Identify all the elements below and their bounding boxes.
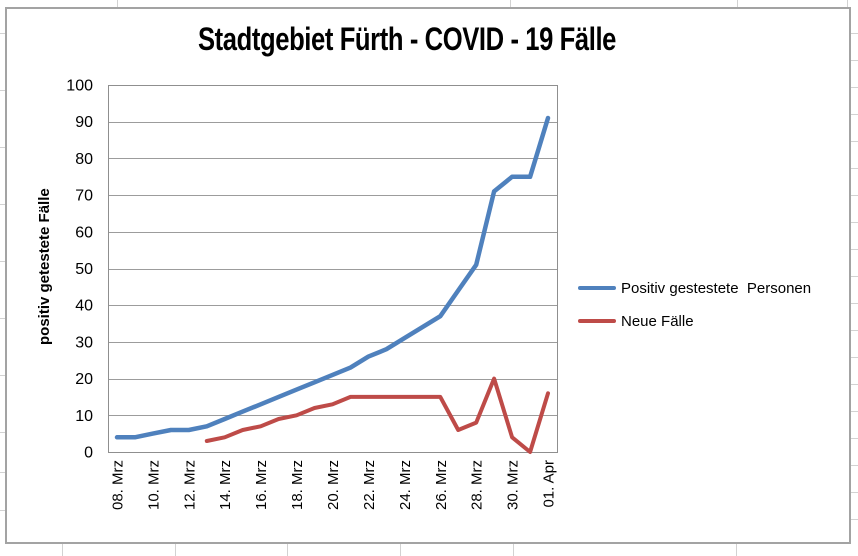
worksheet-gridline	[737, 0, 738, 7]
y-tick-label: 40	[75, 298, 93, 315]
worksheet-gridline	[851, 330, 858, 331]
worksheet-gridline	[851, 303, 858, 304]
plot-area[interactable]: 0 10 20 30 40 50 60 70 80 90 100 08. Mrz 10. Mrz 12. …	[5, 7, 851, 544]
worksheet-gridline	[851, 384, 858, 385]
legend-label-positiv: Positiv gestestete Personen	[621, 279, 812, 297]
x-tick-label: 10. Mrz	[145, 460, 162, 510]
worksheet-gridline	[175, 544, 176, 556]
worksheet-gridline	[851, 114, 858, 115]
x-tick-label: 28. Mrz	[469, 460, 486, 510]
worksheet-gridline	[510, 0, 511, 7]
worksheet-gridline	[0, 432, 5, 433]
worksheet-gridline	[287, 544, 288, 556]
x-tick-label: 14. Mrz	[217, 460, 234, 510]
legend-item-positiv[interactable]: Positiv gestestete Personen	[578, 279, 811, 297]
series-line-positiv[interactable]	[114, 115, 551, 440]
chart-title[interactable]: Stadtgebiet Fürth - COVID - 19 Fälle	[198, 21, 616, 57]
x-tick-label: 01. Apr	[541, 460, 558, 508]
worksheet-gridline	[736, 544, 737, 556]
worksheet-gridline	[847, 0, 848, 7]
worksheet-gridline	[62, 544, 63, 556]
worksheet-gridline	[0, 147, 5, 148]
x-tick-label: 20. Mrz	[325, 460, 342, 510]
x-tick-label: 08. Mrz	[109, 460, 126, 510]
y-tick-label: 20	[75, 371, 93, 388]
worksheet-gridline	[400, 544, 401, 556]
plot-border	[108, 85, 558, 453]
series-line-neue-faelle[interactable]	[204, 376, 550, 454]
worksheet-gridline	[851, 357, 858, 358]
y-tick-label: 70	[75, 188, 93, 205]
worksheet-gridline	[0, 318, 5, 319]
worksheet-gridline	[0, 204, 5, 205]
worksheet-gridline	[851, 168, 858, 169]
x-tick-label: 12. Mrz	[181, 460, 198, 510]
worksheet-gridline	[513, 544, 514, 556]
x-tick-label: 18. Mrz	[289, 460, 306, 510]
x-tick-label: 22. Mrz	[361, 460, 378, 510]
chart-object[interactable]: 0 10 20 30 40 50 60 70 80 90 100 08. Mrz 10. Mrz 12. …	[5, 7, 851, 544]
worksheet-gridline	[851, 276, 858, 277]
legend-line-marker-blue	[578, 286, 616, 290]
worksheet-gridline	[851, 222, 858, 223]
worksheet-gridline	[117, 0, 118, 7]
y-tick-label: 100	[66, 78, 93, 95]
y-tick-label: 10	[75, 408, 93, 425]
legend[interactable]: Positiv gestestete Personen Neue Fälle	[578, 279, 811, 345]
x-tick-label: 24. Mrz	[397, 460, 414, 510]
x-tick-label: 30. Mrz	[505, 460, 522, 510]
worksheet-gridline	[0, 472, 5, 473]
legend-line-marker-red	[578, 319, 616, 323]
worksheet-gridline	[851, 465, 858, 466]
legend-item-neue-faelle[interactable]: Neue Fälle	[578, 312, 811, 330]
worksheet-gridline	[851, 249, 858, 250]
worksheet-gridline	[0, 261, 5, 262]
y-tick-label: 30	[75, 334, 93, 351]
worksheet-gridline	[851, 195, 858, 196]
worksheet-gridline	[851, 33, 858, 34]
worksheet-gridline	[0, 33, 5, 34]
worksheet-gridline	[0, 510, 5, 511]
worksheet-gridline	[851, 87, 858, 88]
y-tick-label: 0	[84, 445, 93, 462]
worksheet-gridline	[0, 90, 5, 91]
worksheet-gridline	[851, 60, 858, 61]
worksheet-gridline	[851, 438, 858, 439]
y-tick-label: 80	[75, 151, 93, 168]
y-tick-label: 90	[75, 114, 93, 131]
worksheet-gridline	[851, 411, 858, 412]
x-tick-label: 16. Mrz	[253, 460, 270, 510]
legend-label-neue-faelle: Neue Fälle	[621, 312, 694, 330]
y-axis-title[interactable]: positiv getestete Fälle	[36, 188, 53, 346]
worksheet-gridline	[0, 375, 5, 376]
y-tick-label: 60	[75, 224, 93, 241]
worksheet-gridline	[851, 141, 858, 142]
x-tick-label: 26. Mrz	[433, 460, 450, 510]
worksheet-gridline	[851, 519, 858, 520]
worksheet-gridline	[851, 492, 858, 493]
y-tick-label: 50	[75, 261, 93, 278]
